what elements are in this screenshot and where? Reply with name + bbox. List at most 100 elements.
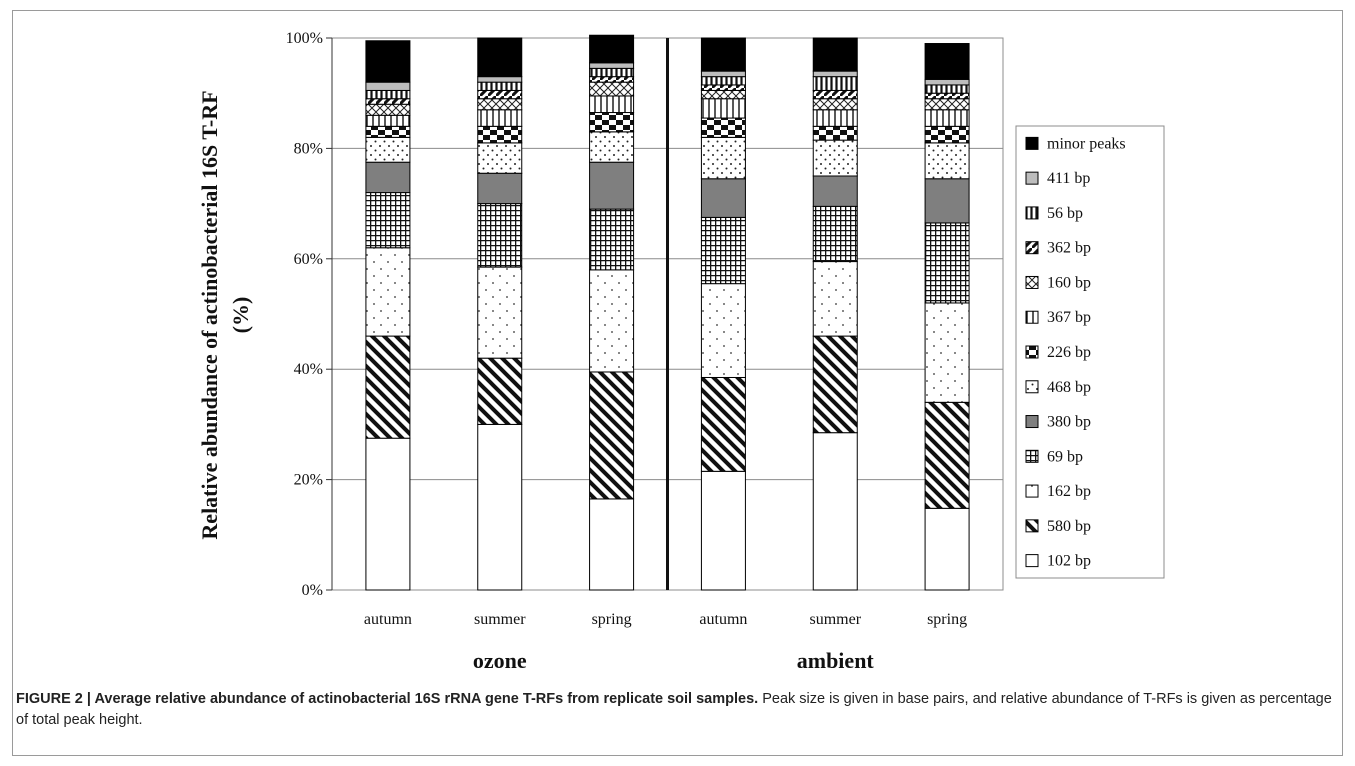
bar-segment-162-bp	[812, 261, 858, 337]
legend-swatch	[1025, 345, 1039, 359]
figure-caption: FIGURE 2 | Average relative abundance of…	[16, 689, 1341, 731]
bar-segment-362-bp	[589, 76, 635, 83]
bar-segment-226-bp	[924, 125, 970, 144]
legend-swatch	[1025, 415, 1039, 429]
legend-swatch	[1025, 136, 1039, 150]
bar-segment-468-bp	[477, 142, 523, 174]
legend-swatch	[1025, 241, 1039, 255]
bar-segment-69-bp	[477, 203, 523, 268]
x-category-label: summer	[809, 611, 861, 628]
bar-segment-362-bp	[477, 89, 523, 100]
legend-label: 367 bp	[1047, 309, 1091, 326]
bar-segment-411-bp	[477, 76, 523, 83]
bar-segment-380-bp	[365, 161, 411, 194]
bar-segment-362-bp	[700, 84, 746, 91]
bar-segment-380-bp	[812, 175, 858, 207]
y-tick-label: 40%	[294, 361, 323, 378]
bar-segment-468-bp	[589, 131, 635, 163]
bar-segment-56-bp	[589, 67, 635, 78]
legend-label: minor peaks	[1047, 135, 1126, 152]
bar-segment-362-bp	[924, 92, 970, 100]
bar-segment-226-bp	[365, 125, 411, 138]
legend-swatch	[1025, 206, 1039, 220]
bar-segment-minor-peaks	[589, 34, 635, 64]
y-tick-label: 80%	[294, 140, 323, 157]
bar-segment-69-bp	[812, 205, 858, 263]
bar-segment-367-bp	[477, 109, 523, 127]
legend-swatch	[1025, 484, 1039, 498]
bar-segment-160-bp	[812, 98, 858, 111]
bar-segment-580-bp	[365, 335, 411, 439]
legend-box	[1015, 125, 1165, 579]
bar-segment-367-bp	[365, 114, 411, 127]
bar-segment-102-bp	[477, 423, 523, 591]
x-category-label: summer	[474, 611, 526, 628]
bar-segment-226-bp	[589, 112, 635, 133]
bar-segment-468-bp	[365, 136, 411, 163]
bar-segment-102-bp	[812, 432, 858, 591]
bar-segment-69-bp	[365, 192, 411, 249]
bar-segment-56-bp	[700, 76, 746, 86]
legend-swatch	[1025, 380, 1039, 394]
bar-segment-380-bp	[924, 178, 970, 224]
legend-label: 468 bp	[1047, 379, 1091, 396]
bar-segment-69-bp	[924, 222, 970, 304]
bar-segment-380-bp	[477, 172, 523, 205]
bar-segment-411-bp	[589, 62, 635, 69]
bar-segment-160-bp	[924, 98, 970, 111]
bar-segment-411-bp	[924, 78, 970, 86]
bar-segment-580-bp	[700, 376, 746, 472]
bar-segment-minor-peaks	[477, 37, 523, 78]
bar-segment-162-bp	[589, 269, 635, 373]
legend-swatch	[1025, 275, 1039, 289]
legend-label: 162 bp	[1047, 483, 1091, 500]
legend-label: 102 bp	[1047, 553, 1091, 570]
legend: minor peaks 411 bp 56 bp 362 bp 160 bp 367 bp…	[1015, 125, 1165, 579]
bar-segment-468-bp	[812, 139, 858, 177]
legend-label: 411 bp	[1047, 170, 1090, 187]
bar-segment-468-bp	[924, 142, 970, 180]
plot-area: 0% 20% 40% 60% 80% 100% autumn summer spring autu…	[286, 30, 1004, 673]
y-axis-label-line1: Relative abundance of actinobacterial 16…	[197, 90, 222, 539]
bar-segment-468-bp	[700, 136, 746, 180]
bar-segment-160-bp	[700, 89, 746, 100]
legend-label: 56 bp	[1047, 205, 1083, 222]
bar-segment-minor-peaks	[700, 37, 746, 72]
bar-segment-367-bp	[589, 95, 635, 114]
caption-text: Peak size is given in base pairs, and re…	[16, 691, 1332, 728]
bar-segment-56-bp	[812, 76, 858, 91]
bar-segment-56-bp	[924, 84, 970, 94]
bar-segment-minor-peaks	[924, 43, 970, 80]
bar-segment-411-bp	[812, 70, 858, 78]
bar-segment-226-bp	[477, 125, 523, 144]
legend-swatch	[1025, 449, 1039, 463]
legend-label: 362 bp	[1047, 240, 1091, 257]
legend-label: 226 bp	[1047, 344, 1091, 361]
bar-segment-102-bp	[924, 507, 970, 591]
legend-label: 69 bp	[1047, 448, 1083, 465]
bar-segment-411-bp	[365, 81, 411, 91]
x-category-label: spring	[927, 611, 967, 628]
y-tick-label: 60%	[294, 251, 323, 268]
legend-label: 160 bp	[1047, 274, 1091, 291]
caption-title: FIGURE 2 | Average relative abundance of…	[16, 691, 759, 707]
bar-segment-580-bp	[477, 357, 523, 425]
bar-segment-162-bp	[365, 247, 411, 337]
bar-segment-411-bp	[700, 70, 746, 78]
y-tick-label: 0%	[302, 582, 323, 599]
x-category-label: autumn	[699, 611, 747, 628]
bar-segment-580-bp	[924, 401, 970, 509]
y-tick-label: 20%	[294, 472, 323, 489]
bar-segment-162-bp	[700, 283, 746, 378]
bar-segment-102-bp	[700, 470, 746, 591]
bar-segment-380-bp	[700, 178, 746, 218]
bar-segment-102-bp	[589, 498, 635, 591]
x-category-label: autumn	[364, 611, 412, 628]
bar-segment-56-bp	[477, 81, 523, 91]
bar-segment-162-bp	[477, 266, 523, 359]
bar-segment-minor-peaks	[812, 37, 858, 72]
y-axis-label-line2: (%)	[228, 297, 253, 334]
bar-segment-380-bp	[589, 161, 635, 210]
bar-segment-580-bp	[812, 335, 858, 434]
